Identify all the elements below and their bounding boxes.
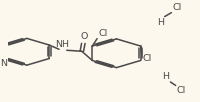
- Text: Cl: Cl: [98, 29, 107, 38]
- Text: Cl: Cl: [172, 3, 181, 12]
- Text: H: H: [156, 18, 163, 27]
- Text: H: H: [162, 72, 169, 81]
- Text: O: O: [80, 32, 87, 41]
- Text: Cl: Cl: [142, 54, 151, 63]
- Text: N: N: [0, 59, 7, 68]
- Text: Cl: Cl: [176, 86, 185, 95]
- Text: NH: NH: [55, 40, 69, 49]
